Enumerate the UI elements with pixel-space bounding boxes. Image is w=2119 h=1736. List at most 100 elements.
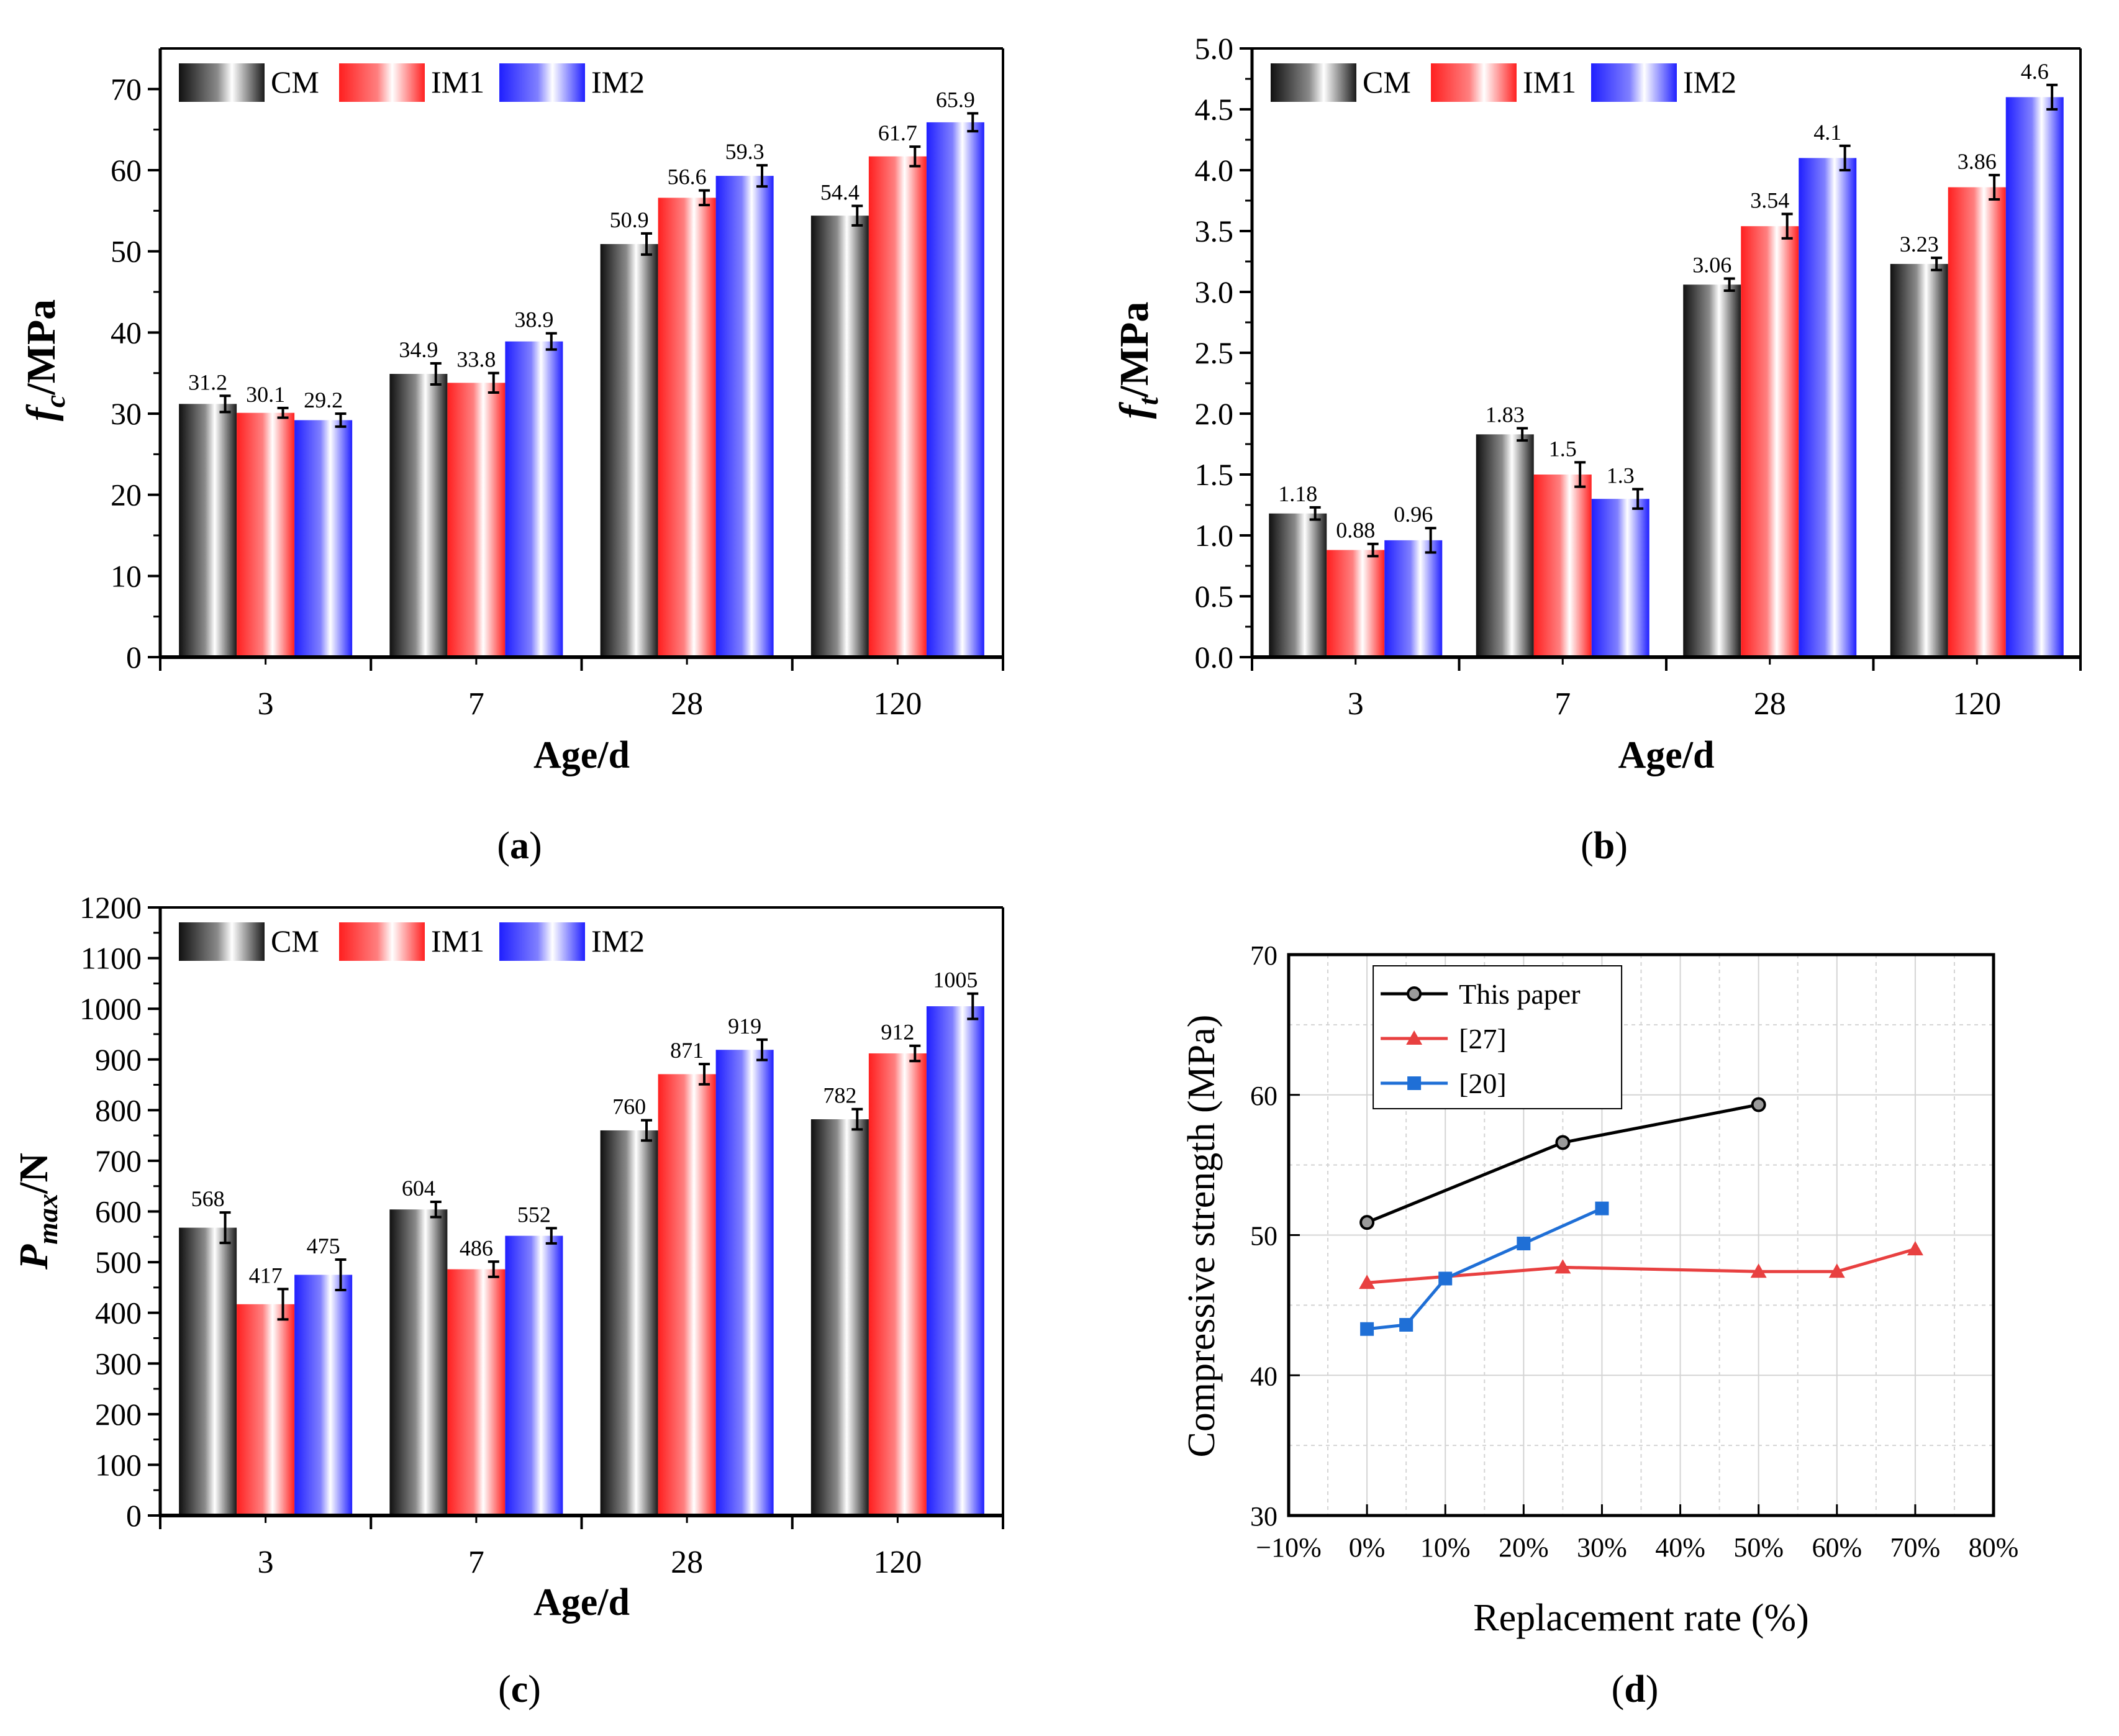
- y-tick-label: 60: [111, 153, 142, 188]
- y-tick-label: 70: [1250, 940, 1277, 971]
- panel-label-open: (: [498, 1668, 511, 1711]
- panel-a-compressive-strength: 31.2 34.9 50.9 54.4 30.1 33.8 56.6 61.7 29.2 38.9…: [19, 47, 1004, 867]
- data-point: [1595, 1201, 1609, 1216]
- data-label: 475: [307, 1234, 340, 1258]
- bar-im1-28: [658, 198, 716, 658]
- bar-im2-7: [505, 1235, 563, 1516]
- data-label: 50.9: [610, 207, 649, 232]
- data-label: 38.9: [514, 307, 553, 332]
- y-tick-label: 100: [95, 1447, 142, 1482]
- data-label: 34.9: [399, 337, 438, 362]
- data-label: 760: [612, 1094, 646, 1119]
- x-axis-title: Age/d: [1618, 734, 1715, 776]
- data-point: [1360, 1322, 1374, 1336]
- panel-label: (d): [1612, 1668, 1659, 1711]
- panel-label: (a): [497, 825, 542, 867]
- bar-cm-3: [1269, 513, 1327, 657]
- y-tick-label: 400: [95, 1296, 142, 1330]
- bar-cm-7: [389, 1209, 448, 1516]
- data-point: [1399, 1317, 1413, 1332]
- x-tick-label: 10%: [1420, 1532, 1471, 1563]
- data-label: 33.8: [456, 347, 496, 372]
- x-tick-label: 3: [258, 1545, 274, 1580]
- bar-im1-120: [1948, 187, 2006, 657]
- x-tick-label: 80%: [1969, 1532, 2019, 1563]
- y-tick-label: 5.0: [1195, 31, 1234, 66]
- data-label: 29.2: [304, 388, 343, 412]
- data-point: [1438, 1271, 1453, 1286]
- y-tick-label: 3.0: [1195, 275, 1234, 309]
- x-tick-label: 70%: [1890, 1532, 1941, 1563]
- y-axis-title-subscript: max: [32, 1194, 63, 1245]
- bar-cm-120: [810, 216, 869, 657]
- bar-im2-28: [715, 1050, 774, 1516]
- y-axis-title-subscript: t: [1132, 396, 1164, 405]
- x-axis-title: Age/d: [533, 734, 630, 776]
- y-tick-label: 500: [95, 1245, 142, 1279]
- x-tick-label: −10%: [1256, 1532, 1321, 1563]
- bar-cm-120: [810, 1119, 869, 1516]
- y-tick-label: 800: [95, 1093, 142, 1127]
- x-tick-label: 40%: [1655, 1532, 1705, 1563]
- y-tick-label: 300: [95, 1346, 142, 1381]
- data-label: 3.23: [1900, 232, 1939, 257]
- y-tick-label: 4.5: [1195, 92, 1234, 127]
- y-tick-label: 30: [1250, 1501, 1277, 1532]
- y-tick-label: 40: [1250, 1361, 1277, 1391]
- x-tick-label: 28: [671, 1545, 703, 1580]
- legend-label-im2: IM2: [591, 924, 645, 958]
- panel-b-tensile-strength: 1.18 1.83 3.06 3.23 0.88 1.5 3.54 3.86 0.96 1.3 4.…: [1112, 31, 2082, 867]
- y-tick-label: 30: [111, 396, 142, 431]
- bar-cm-3: [179, 404, 237, 657]
- legend-label-im2: IM2: [1683, 65, 1736, 99]
- x-tick-label: 7: [468, 1545, 484, 1580]
- bar-cm-120: [1890, 263, 1948, 657]
- y-tick-label: 2.0: [1195, 396, 1234, 431]
- legend-marker: [1407, 1076, 1422, 1090]
- panel-label-letter: d: [1624, 1668, 1645, 1711]
- y-axis-title-subscript: c: [39, 395, 71, 407]
- panel-c-peak-load: 568 604 760 782 417 486 871 912 475 552 919 1005 0 10…: [11, 890, 1004, 1711]
- bar-im2-120: [926, 1006, 984, 1516]
- bar-cm-28: [1683, 284, 1741, 657]
- legend-label-cm: CM: [271, 924, 319, 958]
- data-label: 1.18: [1278, 481, 1317, 506]
- legend-label-im1: IM1: [1523, 65, 1576, 99]
- data-label: 3.54: [1750, 188, 1789, 213]
- legend-label: [20]: [1459, 1068, 1507, 1099]
- data-point: [1359, 1275, 1376, 1289]
- legend-label-im1: IM1: [431, 924, 484, 958]
- legend-label: This paper: [1459, 978, 1580, 1010]
- y-tick-label: 700: [95, 1143, 142, 1178]
- y-tick-label: 10: [111, 558, 142, 593]
- y-tick-label: 60: [1250, 1081, 1277, 1111]
- x-tick-label: 30%: [1577, 1532, 1627, 1563]
- x-tick-label: 28: [1754, 686, 1786, 722]
- legend-swatch-im1: [339, 63, 425, 102]
- data-label: 568: [191, 1186, 225, 1211]
- x-tick-label: 120: [873, 686, 922, 722]
- bar-cm-7: [389, 373, 448, 657]
- panel-label-open: (: [497, 825, 510, 867]
- data-point: [1359, 1215, 1375, 1230]
- data-label: 3.86: [1958, 149, 1997, 174]
- bar-im1-7: [1533, 475, 1592, 657]
- data-point: [1907, 1241, 1923, 1256]
- x-tick-label: 120: [873, 1545, 922, 1580]
- y-tick-label: 600: [95, 1194, 142, 1229]
- y-tick-label: 20: [111, 478, 142, 512]
- data-point: [1828, 1263, 1845, 1278]
- x-tick-label: 60%: [1812, 1532, 1862, 1563]
- y-tick-label: 4.0: [1195, 153, 1234, 188]
- x-tick-label: 120: [1953, 686, 2001, 722]
- bar-cm-3: [179, 1227, 237, 1516]
- data-label: 0.88: [1336, 518, 1375, 543]
- legend-label: [27]: [1459, 1023, 1507, 1055]
- legend-label-cm: CM: [1363, 65, 1411, 99]
- data-point: [1751, 1097, 1766, 1112]
- bar-im2-28: [1799, 158, 1857, 657]
- y-axis-title-unit: /MPa: [1112, 302, 1157, 398]
- x-axis-title: Replacement rate (%): [1473, 1597, 1808, 1639]
- data-label: 919: [728, 1014, 761, 1038]
